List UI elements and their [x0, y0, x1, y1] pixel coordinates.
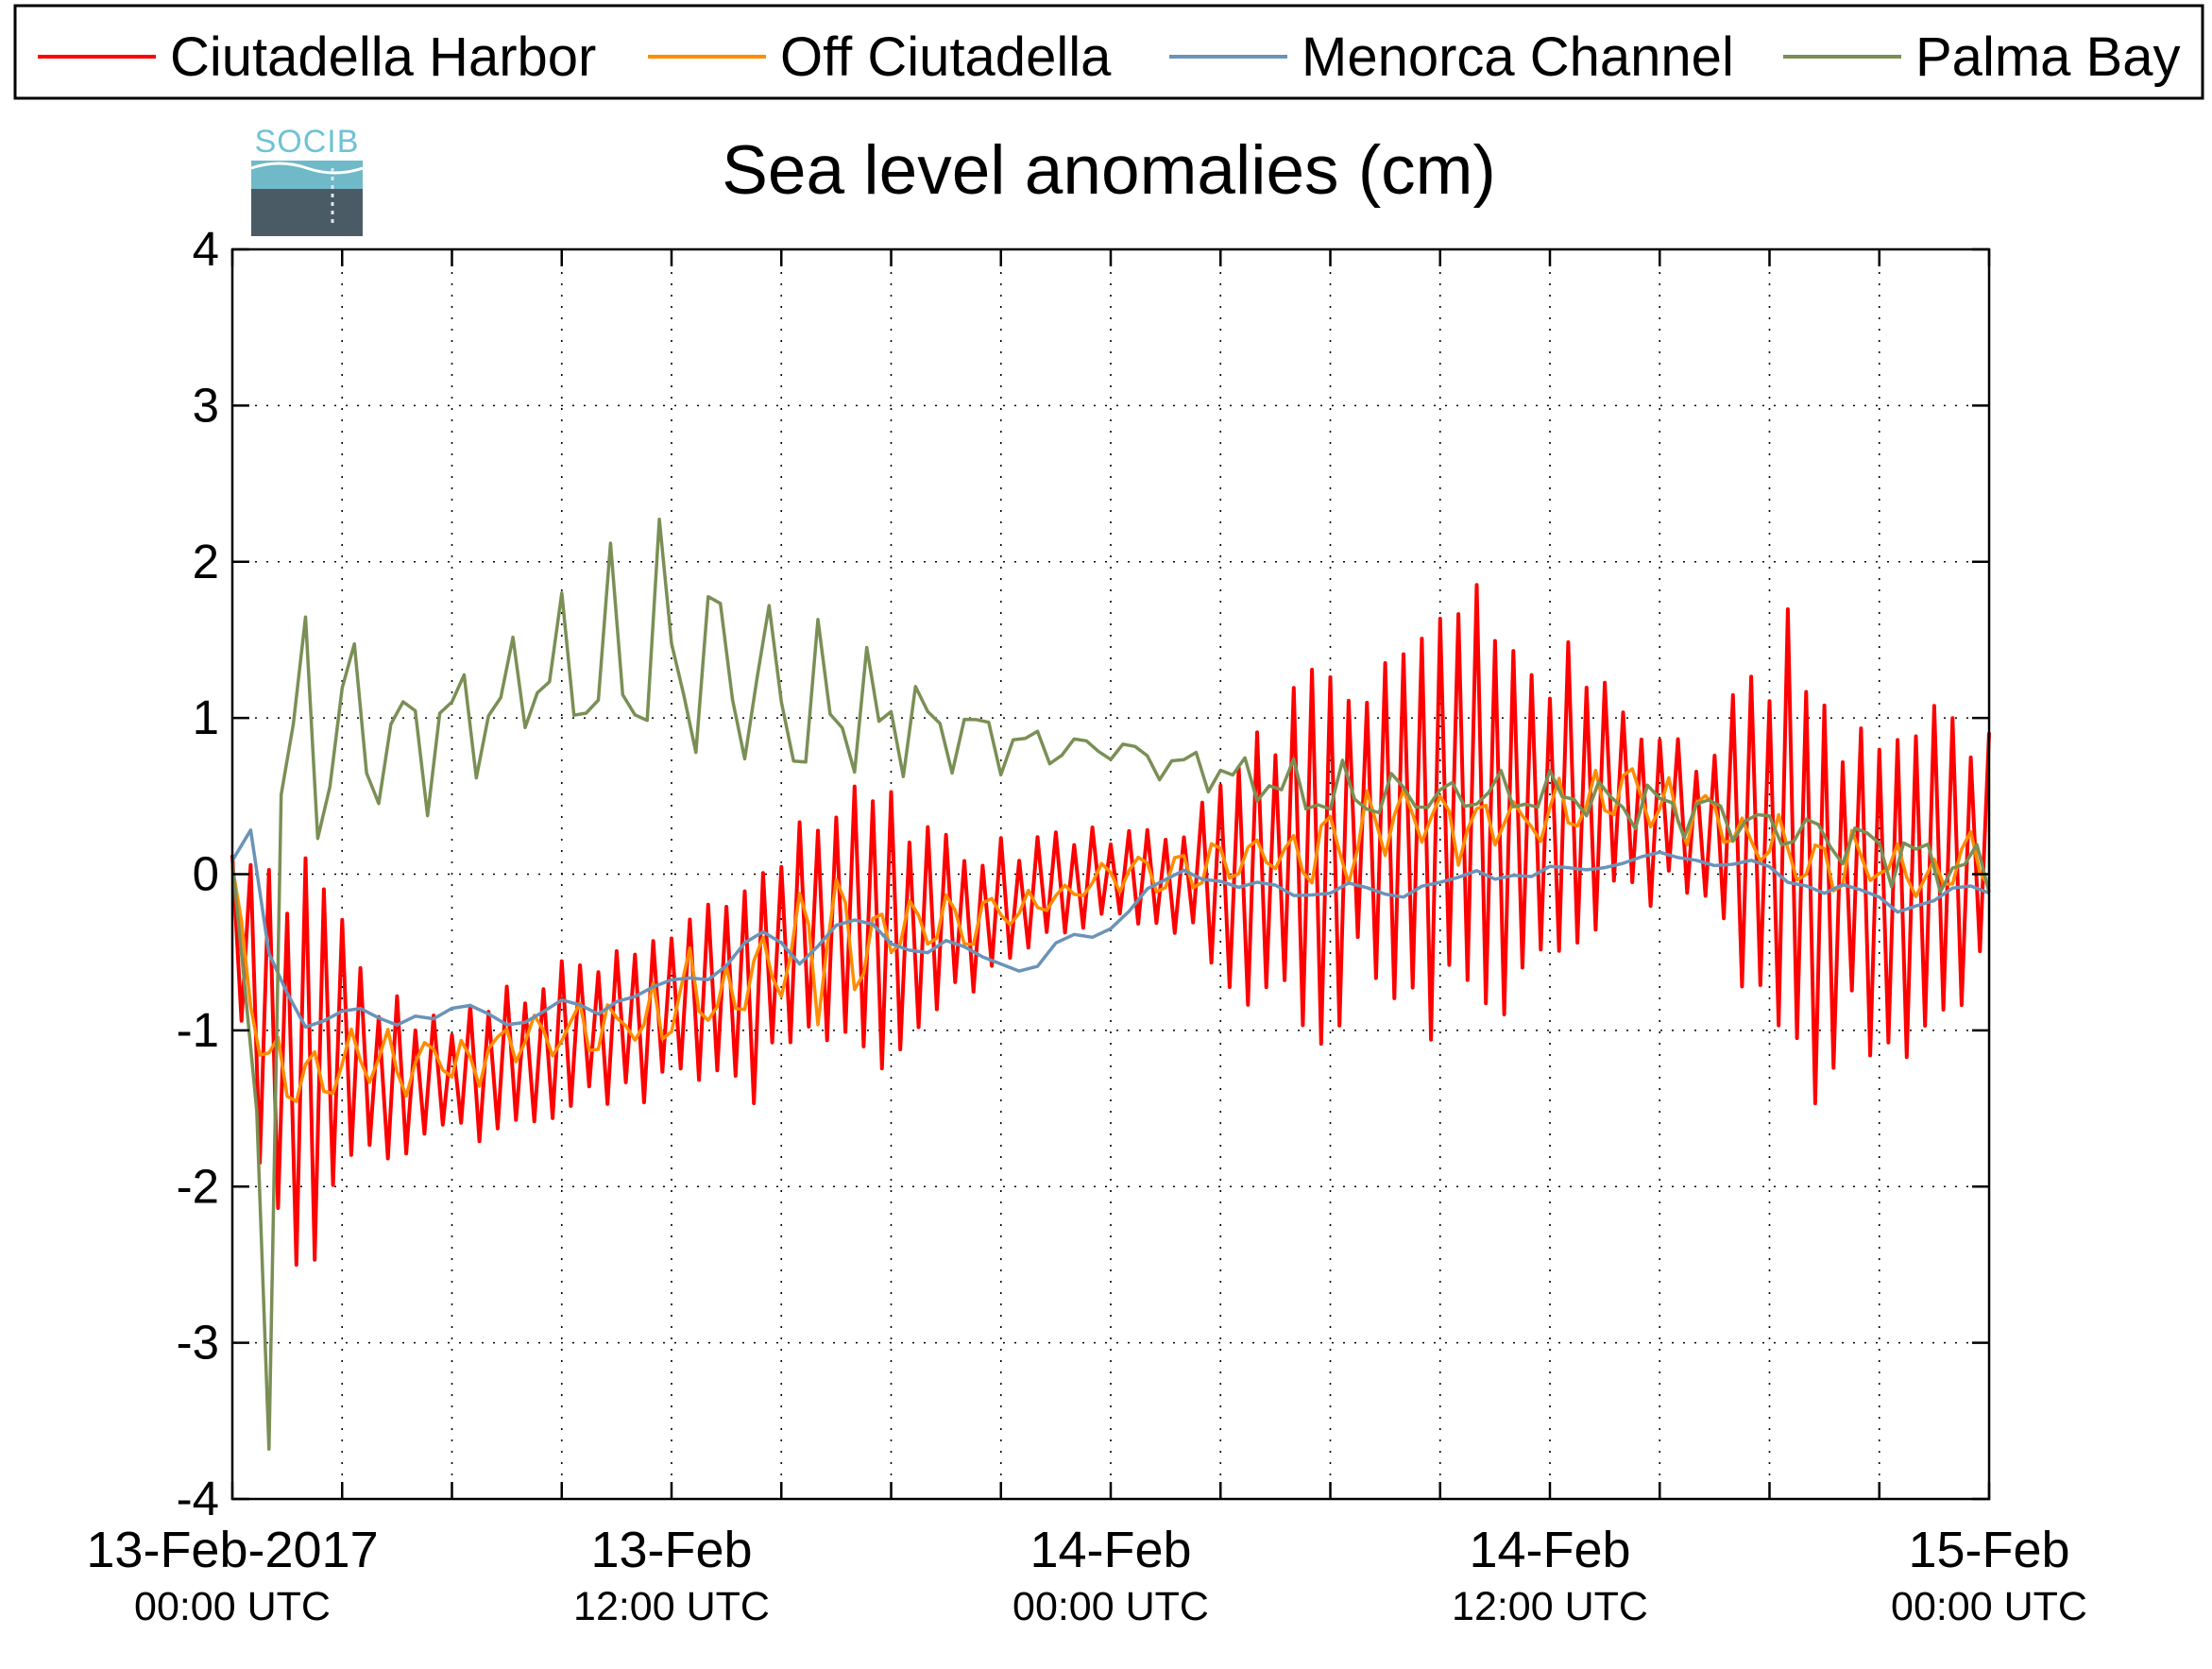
x-tick-label-time: 12:00 UTC — [1452, 1584, 1648, 1629]
chart-title: Sea level anomalies (cm) — [722, 132, 1496, 209]
y-tick-label: 0 — [193, 847, 219, 901]
legend-box — [13, 4, 2204, 100]
legend-label: Menorca Channel — [1302, 26, 1734, 88]
socib-logo: SOCIB — [250, 124, 364, 236]
x-tick-label-time: 00:00 UTC — [1012, 1584, 1209, 1629]
x-tick-label-date: 14-Feb — [1029, 1522, 1191, 1578]
legend-label: Off Ciutadella — [780, 26, 1112, 88]
series-line-palma-bay — [230, 518, 1991, 1451]
x-tick-label-date: 15-Feb — [1908, 1522, 2069, 1578]
x-tick-label-time: 00:00 UTC — [1891, 1584, 2087, 1629]
legend: Ciutadella Harbor Off Ciutadella Menorca C… — [13, 4, 2204, 100]
y-tick-label: -3 — [177, 1316, 219, 1370]
x-tick-label-date: 14-Feb — [1469, 1522, 1630, 1578]
x-tick-label-time: 12:00 UTC — [573, 1584, 770, 1629]
y-tick-label: 4 — [193, 222, 219, 276]
series-layer — [230, 518, 1991, 1451]
x-tick-label-time: 00:00 UTC — [134, 1584, 331, 1629]
y-tick-label: 3 — [193, 378, 219, 432]
series-line-menorca-channel — [230, 828, 1990, 1030]
series-line-ciutadella-harbor — [230, 583, 1991, 1267]
y-tick-label: -4 — [177, 1472, 219, 1525]
logo-wave-line — [250, 162, 364, 175]
axes: -4 -3 -2 -1 0 1 2 3 4 13-Feb-2017 00:00 UTC 13-Feb 1… — [86, 222, 2087, 1629]
y-tick-label: -2 — [177, 1159, 219, 1213]
legend-label: Ciutadella Harbor — [170, 26, 596, 88]
logo-text: SOCIB — [255, 124, 360, 160]
legend-label: Palma Bay — [1915, 26, 2180, 88]
y-tick-label: 2 — [193, 535, 219, 588]
y-tick-label: -1 — [177, 1003, 219, 1057]
x-tick-label-date: 13-Feb-2017 — [86, 1522, 378, 1578]
x-tick-label-date: 13-Feb — [590, 1522, 752, 1578]
y-tick-label: 1 — [193, 690, 219, 744]
